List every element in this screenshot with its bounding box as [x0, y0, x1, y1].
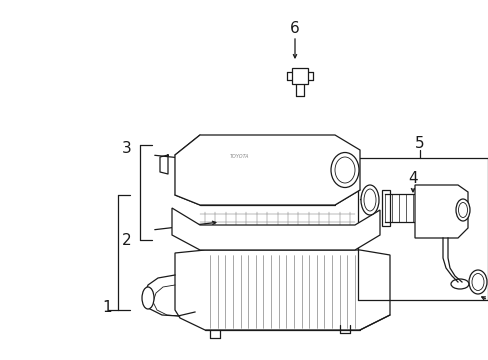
Polygon shape — [172, 208, 379, 250]
Ellipse shape — [330, 153, 358, 188]
Bar — [381, 190, 389, 226]
Ellipse shape — [455, 199, 469, 221]
Text: 3: 3 — [122, 140, 132, 156]
Ellipse shape — [142, 287, 154, 309]
Bar — [291, 68, 307, 84]
Ellipse shape — [360, 185, 378, 215]
Polygon shape — [414, 185, 467, 238]
Polygon shape — [175, 135, 359, 205]
Text: TOYOTA: TOYOTA — [230, 154, 249, 159]
Text: 5: 5 — [414, 135, 424, 150]
Text: 1: 1 — [102, 301, 112, 315]
Text: 4: 4 — [407, 171, 417, 185]
Ellipse shape — [468, 270, 486, 294]
Text: 2: 2 — [122, 233, 132, 248]
Text: 6: 6 — [289, 21, 299, 36]
Polygon shape — [175, 250, 389, 330]
